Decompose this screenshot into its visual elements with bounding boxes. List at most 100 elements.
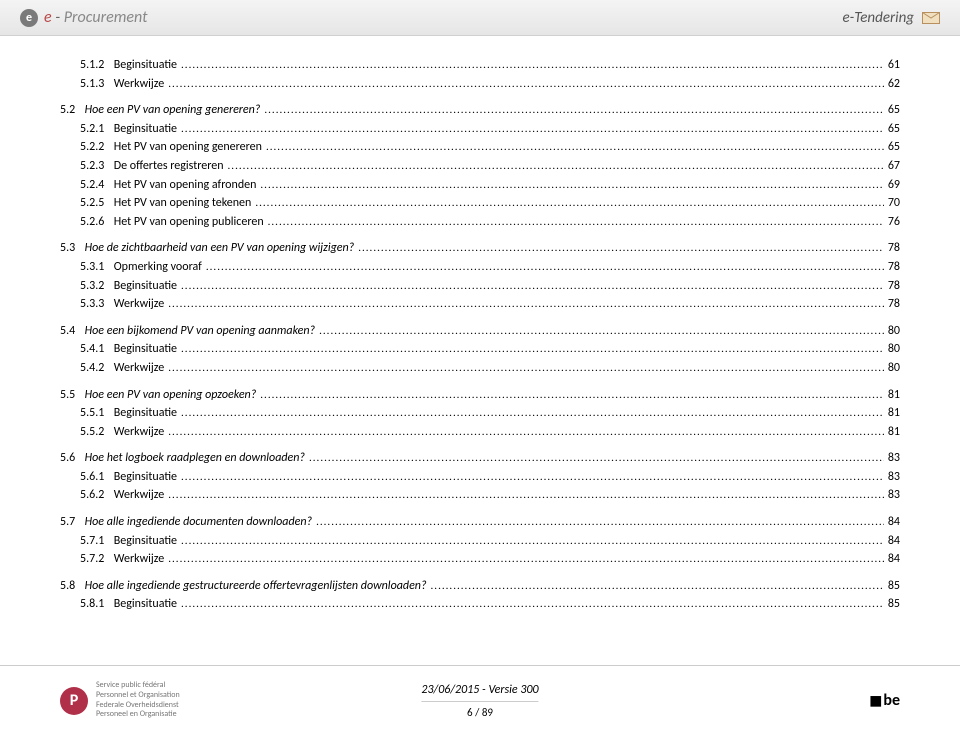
toc-title: Hoe het logboek raadplegen en downloaden… <box>79 449 305 468</box>
toc-leader-dots <box>260 386 884 405</box>
toc-leader-dots <box>309 449 884 468</box>
toc-leader-dots <box>268 213 884 232</box>
toc-title: Werkwijze <box>108 295 164 314</box>
toc-page: 81 <box>888 386 900 405</box>
toc-leader-dots <box>260 176 883 195</box>
toc-page: 78 <box>888 239 900 258</box>
header-right: e-Tendering <box>842 9 940 27</box>
toc-line: 5.8 Hoe alle ingediende gestructureerde … <box>60 577 900 596</box>
toc-title: Beginsituatie <box>108 340 177 359</box>
toc-line: 5.4.1 Beginsituatie 80 <box>60 340 900 359</box>
toc-title: Opmerking vooraf <box>108 258 202 277</box>
toc-content: 5.1.2 Beginsituatie 615.1.3 Werkwijze 62… <box>0 36 960 614</box>
toc-number: 5.6 <box>60 449 75 468</box>
toc-line: 5.8.1 Beginsituatie 85 <box>60 595 900 614</box>
toc-leader-dots <box>168 486 884 505</box>
toc-title: Beginsituatie <box>108 595 177 614</box>
toc-number: 5.4 <box>60 322 75 341</box>
toc-page: 81 <box>888 423 900 442</box>
toc-line: 5.4 Hoe een bijkomend PV van opening aan… <box>60 322 900 341</box>
toc-number: 5.3.1 <box>80 258 104 277</box>
toc-page: 84 <box>888 550 900 569</box>
toc-leader-dots <box>431 577 884 596</box>
toc-number: 5.3.3 <box>80 295 104 314</box>
toc-page: 83 <box>888 468 900 487</box>
toc-title: Het PV van opening afronden <box>108 176 256 195</box>
toc-page: 78 <box>888 295 900 314</box>
toc-line: 5.1.2 Beginsituatie 61 <box>60 56 900 75</box>
toc-number: 5.7 <box>60 513 75 532</box>
toc-page: 80 <box>888 359 900 378</box>
toc-line: 5.2.2 Het PV van opening genereren 65 <box>60 138 900 157</box>
toc-number: 5.1.2 <box>80 56 104 75</box>
toc-line: 5.5.2 Werkwijze 81 <box>60 423 900 442</box>
toc-page: 84 <box>888 532 900 551</box>
toc-page: 84 <box>888 513 900 532</box>
toc-leader-dots <box>266 138 884 157</box>
toc-number: 5.1.3 <box>80 75 104 94</box>
toc-line: 5.2 Hoe een PV van opening genereren? 65 <box>60 101 900 120</box>
toc-line: 5.2.4 Het PV van opening afronden 69 <box>60 176 900 195</box>
toc-number: 5.2.3 <box>80 157 104 176</box>
toc-title: Beginsituatie <box>108 56 177 75</box>
toc-number: 5.6.2 <box>80 486 104 505</box>
toc-title: Het PV van opening publiceren <box>108 213 263 232</box>
toc-leader-dots <box>358 239 884 258</box>
toc-number: 5.2 <box>60 101 75 120</box>
toc-gap <box>60 441 900 449</box>
toc-page: 78 <box>888 258 900 277</box>
toc-number: 5.7.2 <box>80 550 104 569</box>
toc-leader-dots <box>168 295 884 314</box>
toc-line: 5.3 Hoe de zichtbaarheid van een PV van … <box>60 239 900 258</box>
toc-line: 5.7 Hoe alle ingediende documenten downl… <box>60 513 900 532</box>
toc-page: 81 <box>888 404 900 423</box>
logo-e: e <box>44 8 52 27</box>
toc-number: 5.2.4 <box>80 176 104 195</box>
toc-title: Werkwijze <box>108 75 164 94</box>
toc-page: 83 <box>888 486 900 505</box>
org-line4: Personeel en Organisatie <box>96 710 180 720</box>
toc-page: 65 <box>888 138 900 157</box>
toc-page: 61 <box>888 56 900 75</box>
toc-number: 5.5.1 <box>80 404 104 423</box>
footer-org-text: Service public fédéral Personnel et Orga… <box>96 681 180 719</box>
toc-line: 5.5.1 Beginsituatie 81 <box>60 404 900 423</box>
toc-leader-dots <box>255 194 883 213</box>
toc-title: Hoe alle ingediende documenten downloade… <box>79 513 312 532</box>
footer-right: ■be <box>869 691 900 710</box>
toc-number: 5.5 <box>60 386 75 405</box>
toc-container: 5.1.2 Beginsituatie 615.1.3 Werkwijze 62… <box>60 56 900 614</box>
toc-page: 67 <box>888 157 900 176</box>
footer-date: 23/06/2015 - Versie 300 <box>421 683 538 702</box>
toc-title: Hoe de zichtbaarheid van een PV van open… <box>79 239 354 258</box>
toc-leader-dots <box>181 56 884 75</box>
toc-title: Werkwijze <box>108 423 164 442</box>
toc-leader-dots <box>168 359 884 378</box>
page-header: e e - Procurement e-Tendering <box>0 0 960 36</box>
toc-page: 83 <box>888 449 900 468</box>
toc-title: Het PV van opening genereren <box>108 138 262 157</box>
toc-leader-dots <box>181 277 884 296</box>
toc-number: 5.7.1 <box>80 532 104 551</box>
toc-title: De offertes registreren <box>108 157 223 176</box>
toc-title: Beginsituatie <box>108 404 177 423</box>
toc-line: 5.6.1 Beginsituatie 83 <box>60 468 900 487</box>
toc-page: 76 <box>888 213 900 232</box>
toc-number: 5.6.1 <box>80 468 104 487</box>
toc-gap <box>60 378 900 386</box>
toc-page: 65 <box>888 101 900 120</box>
toc-line: 5.2.1 Beginsituatie 65 <box>60 120 900 139</box>
toc-page: 80 <box>888 340 900 359</box>
toc-title: Hoe een PV van opening genereren? <box>79 101 260 120</box>
toc-line: 5.5 Hoe een PV van opening opzoeken? 81 <box>60 386 900 405</box>
toc-page: 85 <box>888 577 900 596</box>
toc-page: 70 <box>888 194 900 213</box>
toc-leader-dots <box>168 550 884 569</box>
toc-line: 5.1.3 Werkwijze 62 <box>60 75 900 94</box>
toc-gap <box>60 314 900 322</box>
toc-title: Werkwijze <box>108 486 164 505</box>
toc-line: 5.7.1 Beginsituatie 84 <box>60 532 900 551</box>
toc-line: 5.6 Hoe het logboek raadplegen en downlo… <box>60 449 900 468</box>
toc-title: Beginsituatie <box>108 277 177 296</box>
page-footer: P Service public fédéral Personnel et Or… <box>0 665 960 735</box>
